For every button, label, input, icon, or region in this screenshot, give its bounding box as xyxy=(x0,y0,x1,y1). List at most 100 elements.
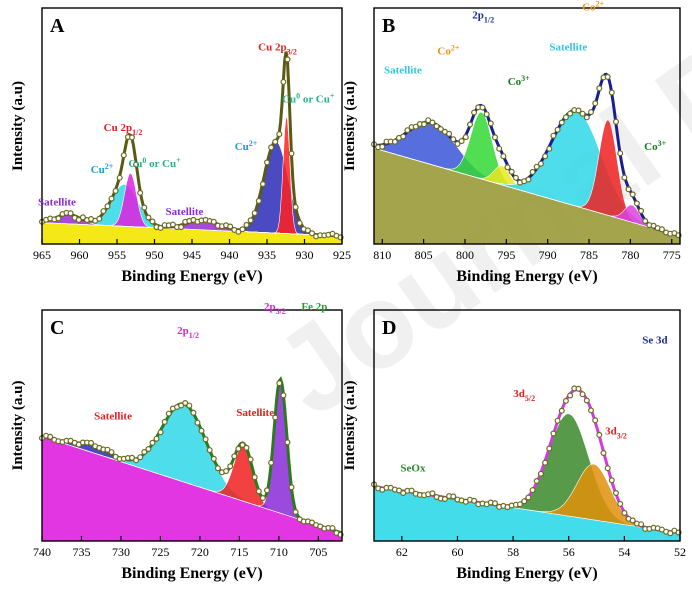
data-point xyxy=(579,110,586,117)
data-point xyxy=(550,430,557,437)
data-point xyxy=(157,429,164,436)
data-point xyxy=(429,490,436,497)
y-axis-label: Intensity (a.u) xyxy=(342,81,358,171)
x-tick-label: 710 xyxy=(270,545,288,559)
data-point xyxy=(492,500,499,507)
data-point xyxy=(658,226,665,233)
data-point xyxy=(575,385,582,392)
data-point xyxy=(537,470,544,477)
data-point xyxy=(227,463,234,470)
data-point xyxy=(309,519,316,526)
x-tick-label: 945 xyxy=(183,248,201,262)
data-point xyxy=(587,109,594,116)
x-tick-label: 54 xyxy=(618,545,630,559)
data-point xyxy=(608,477,615,484)
data-point xyxy=(161,418,168,425)
data-point xyxy=(458,138,465,145)
data-point xyxy=(182,400,189,407)
peak-annotation: 3d5/2 xyxy=(513,388,535,403)
data-point xyxy=(471,109,478,116)
data-point xyxy=(239,226,246,233)
data-point xyxy=(243,444,250,451)
data-point xyxy=(421,121,428,128)
data-point xyxy=(276,380,283,387)
data-point xyxy=(133,457,140,464)
data-point xyxy=(288,484,295,491)
data-point xyxy=(157,224,164,231)
data-point xyxy=(255,488,262,495)
peak-annotation: Cu2+ xyxy=(91,162,114,176)
peak-annotation: 2p3/2 xyxy=(264,301,286,316)
peak-annotation: Se 3d xyxy=(642,334,667,346)
data-point xyxy=(247,456,254,463)
data-point xyxy=(292,509,299,516)
data-point xyxy=(276,131,283,138)
data-point xyxy=(268,144,275,151)
x-tick-label: 56 xyxy=(563,545,575,559)
data-point xyxy=(264,159,271,166)
data-point xyxy=(169,221,176,228)
data-point xyxy=(629,191,636,198)
x-tick-label: 930 xyxy=(296,248,314,262)
data-point xyxy=(206,447,213,454)
panel-letter: A xyxy=(50,15,65,37)
data-point xyxy=(186,402,193,409)
data-point xyxy=(198,427,205,434)
data-point xyxy=(633,200,640,207)
data-point xyxy=(550,132,557,139)
peak-annotation: Co2+ xyxy=(582,0,604,14)
x-tick-label: 725 xyxy=(151,545,169,559)
data-point xyxy=(104,203,111,210)
x-tick-label: 705 xyxy=(309,545,327,559)
data-point xyxy=(558,407,565,414)
peak-annotation: Co3+ xyxy=(508,74,530,88)
x-tick-label: 740 xyxy=(33,545,51,559)
data-point xyxy=(153,435,160,442)
x-tick-label: 52 xyxy=(674,545,686,559)
data-point xyxy=(288,150,295,157)
data-point xyxy=(575,107,582,114)
data-point xyxy=(141,449,148,456)
peak-annotation: Co3+ xyxy=(644,139,666,153)
x-tick-label: 790 xyxy=(539,248,557,262)
data-point xyxy=(309,230,316,237)
plot-frame xyxy=(373,7,681,245)
data-point xyxy=(304,227,311,234)
panel-b: 810 805 800 795 790 785 780 775 Binding Energy (… xyxy=(342,0,682,285)
data-point xyxy=(471,497,478,504)
data-point xyxy=(227,223,234,230)
plot-frame xyxy=(41,309,343,542)
data-point xyxy=(112,187,119,194)
peak-annotation: Satellite xyxy=(166,206,204,218)
data-point xyxy=(529,487,536,494)
peak-annotation: Cu 2p1/2 xyxy=(104,122,143,137)
data-point xyxy=(516,501,523,508)
data-point xyxy=(617,500,624,507)
data-point xyxy=(554,417,561,424)
peak-annotation: Satellite xyxy=(549,42,587,54)
data-point xyxy=(529,168,536,175)
peak-annotation: SeOx xyxy=(400,463,426,475)
data-point xyxy=(612,490,619,497)
data-point xyxy=(629,517,636,524)
data-point xyxy=(521,498,528,505)
peak-annotation: Cu0 or Cu+ xyxy=(128,156,181,170)
data-point xyxy=(583,114,590,121)
panel-a: 965 960 955 950 945 940 935 930 925 Binding Energ… xyxy=(10,7,351,285)
data-point xyxy=(492,134,499,141)
data-point xyxy=(190,409,197,416)
x-axis-label: Binding Energy (eV) xyxy=(456,268,597,285)
panel-d: 62 60 58 56 54 52 Binding Energy (eV) Intensity… xyxy=(342,309,686,582)
y-axis-label: Intensity (a.u) xyxy=(10,380,26,470)
x-axis-label: Binding Energy (eV) xyxy=(121,565,262,582)
data-point xyxy=(272,414,279,421)
data-point xyxy=(178,402,185,409)
data-point xyxy=(567,392,574,399)
x-tick-label: 715 xyxy=(230,545,248,559)
data-point xyxy=(525,176,532,183)
x-tick-label: 735 xyxy=(72,545,90,559)
peak-annotation: Cu0 or Cu+ xyxy=(282,91,335,105)
data-point xyxy=(235,228,242,235)
x-tick-label: 775 xyxy=(663,248,681,262)
data-point xyxy=(259,181,266,188)
